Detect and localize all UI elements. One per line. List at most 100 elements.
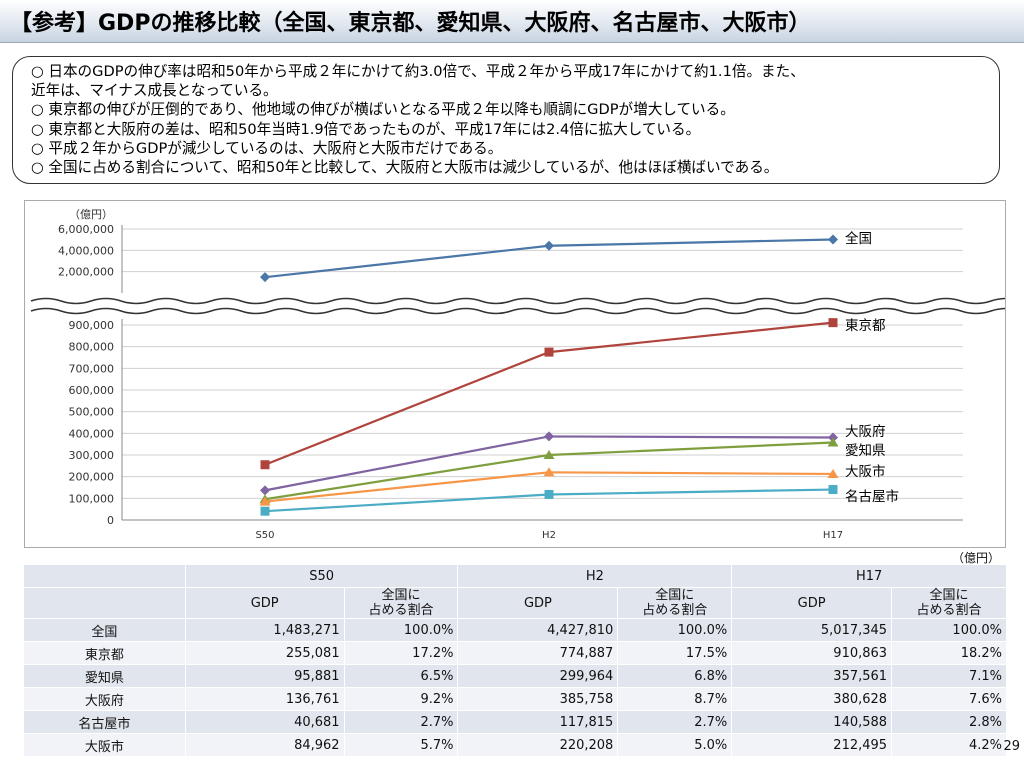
y-tick-label: 100,000	[69, 492, 115, 505]
note-line: ○ 日本のGDPの伸び率は昭和50年から平成２年にかけて約3.0倍で、平成２年か…	[31, 63, 805, 80]
share-column-header: 全国に 占める割合	[343, 587, 459, 619]
share-cell: 5.0%	[617, 733, 733, 757]
gdp-cell: 4,427,810	[457, 618, 619, 642]
x-tick-label: S50	[255, 530, 274, 541]
share-cell: 2.7%	[617, 710, 733, 734]
table-row: 大阪府 136,761 9.2% 385,758 8.7% 380,628 7.6%	[23, 687, 1007, 711]
note-line: ○ 東京都と大阪府の差は、昭和50年当時1.9倍であったものが、平成17年には2…	[31, 120, 701, 138]
year-header: H2	[457, 564, 733, 588]
gdp-cell: 255,081	[184, 641, 345, 665]
row-label: 全国	[23, 618, 186, 642]
gdp-cell: 136,761	[184, 687, 345, 711]
row-label: 愛知県	[23, 664, 186, 688]
series-label: 全国	[845, 230, 872, 247]
y-tick-label: 200,000	[69, 471, 115, 484]
chart-frame: （億円） 6,000,000 4,000,000 2,000,000 900,000 80…	[24, 200, 1006, 548]
year-header: H17	[731, 564, 1007, 588]
data-point	[260, 460, 270, 470]
data-point	[260, 506, 270, 516]
data-point	[260, 272, 270, 283]
share-header-line1: 全国に	[929, 588, 969, 603]
gdp-column-header: GDP	[184, 587, 345, 619]
page-number: 29	[1003, 739, 1020, 754]
row-label: 大阪府	[23, 687, 186, 711]
gdp-cell: 140,588	[731, 710, 893, 734]
share-cell: 17.5%	[617, 641, 733, 665]
gdp-cell: 117,815	[457, 710, 619, 734]
row-label: 東京都	[23, 641, 186, 665]
row-label: 名古屋市	[23, 710, 186, 734]
gdp-cell: 774,887	[457, 641, 619, 665]
data-point	[260, 485, 270, 496]
share-header-line2: 占める割合	[642, 603, 708, 618]
y-tick-label: 300,000	[69, 449, 115, 462]
note-line: ○ 東京都の伸びが圧倒的であり、他地域の伸びが横ばいとなる平成２年以降も順調にG…	[31, 101, 735, 119]
series-label: 名古屋市	[845, 488, 899, 505]
x-tick-label: H2	[542, 530, 556, 541]
y-tick-label: 0	[107, 514, 114, 527]
axis-break-line	[30, 297, 1005, 305]
data-point	[827, 468, 839, 478]
y-tick-label: 500,000	[69, 406, 115, 419]
year-header: S50	[184, 564, 459, 588]
notes-box: ○ 日本のGDPの伸び率は昭和50年から平成２年にかけて約3.0倍で、平成２年か…	[12, 56, 1000, 184]
data-point	[544, 347, 554, 357]
share-header-line2: 占める割合	[368, 603, 434, 618]
share-cell: 17.2%	[343, 641, 459, 665]
table-row: 愛知県 95,881 6.5% 299,964 6.8% 357,561 7.1%	[23, 664, 1007, 688]
share-cell: 8.7%	[617, 687, 733, 711]
gdp-cell: 910,863	[731, 641, 893, 665]
share-cell: 4.2%	[891, 733, 1007, 757]
table-corner	[23, 587, 186, 619]
share-cell: 2.7%	[343, 710, 459, 734]
y-tick-label: 6,000,000	[58, 223, 114, 236]
data-point	[544, 489, 554, 499]
share-header-line1: 全国に	[655, 588, 695, 603]
data-point	[544, 431, 554, 442]
series-label: 愛知県	[845, 442, 886, 459]
data-point	[543, 467, 555, 477]
data-point	[543, 450, 555, 460]
y-tick-label: 400,000	[69, 427, 115, 440]
data-point	[827, 437, 839, 447]
page-title: 【参考】GDPの推移比較（全国、東京都、愛知県、大阪府、名古屋市、大阪市）	[10, 11, 811, 36]
share-cell: 5.7%	[343, 733, 459, 757]
gdp-cell: 1,483,271	[184, 618, 345, 642]
row-label: 大阪市	[23, 733, 186, 757]
series-label: 東京都	[845, 318, 886, 334]
gdp-cell: 299,964	[457, 664, 619, 688]
y-tick-label: 2,000,000	[58, 266, 114, 279]
data-point	[259, 496, 271, 506]
x-tick-label: H17	[823, 530, 843, 541]
share-cell: 6.8%	[617, 664, 733, 688]
table-row: 全国 1,483,271 100.0% 4,427,810 100.0% 5,017,34…	[23, 618, 1007, 642]
data-point	[828, 318, 838, 328]
share-column-header: 全国に 占める割合	[617, 587, 733, 619]
title-bar: 【参考】GDPの推移比較（全国、東京都、愛知県、大阪府、名古屋市、大阪市）	[0, 0, 1024, 43]
table-row: 東京都 255,081 17.2% 774,887 17.5% 910,863 18.2%	[23, 641, 1007, 665]
share-header-line2: 占める割合	[916, 603, 982, 618]
gdp-column-header: GDP	[457, 587, 619, 619]
gdp-cell: 5,017,345	[731, 618, 893, 642]
y-tick-label: 600,000	[69, 384, 115, 397]
table-unit-label: （億円）	[951, 551, 1000, 565]
share-cell: 100.0%	[891, 618, 1007, 642]
share-cell: 9.2%	[343, 687, 459, 711]
table-row: 名古屋市 40,681 2.7% 117,815 2.7% 140,588 2.8%	[23, 710, 1007, 734]
gdp-column-header: GDP	[731, 587, 893, 619]
gdp-cell: 95,881	[184, 664, 345, 688]
series-label: 大阪市	[845, 463, 886, 480]
share-header-line1: 全国に	[381, 588, 421, 603]
note-line: ○ 全国に占める割合について、昭和50年と比較して、大阪府と大阪市は減少している…	[31, 159, 779, 177]
series-line	[264, 435, 834, 492]
data-point	[828, 485, 838, 495]
share-cell: 18.2%	[891, 641, 1007, 665]
y-tick-label: 4,000,000	[58, 244, 114, 257]
note-line: 近年は、マイナス成長となっている。	[31, 82, 278, 100]
share-cell: 100.0%	[343, 618, 459, 642]
axis-break-line	[30, 307, 1005, 315]
chart-unit-label: （億円）	[69, 208, 113, 221]
note-line: ○ 平成２年からGDPが減少しているのは、大阪府と大阪市だけである。	[31, 139, 503, 157]
data-point	[544, 240, 554, 251]
table-corner	[23, 564, 186, 588]
